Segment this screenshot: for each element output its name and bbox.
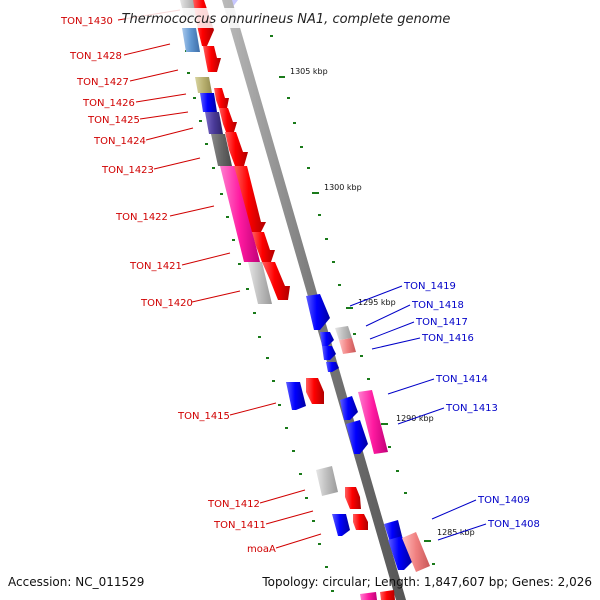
gene-block [335, 326, 352, 340]
gene-block [200, 93, 217, 112]
gene-label-ton-1420: TON_1420 [140, 298, 193, 309]
gene-label-ton-1415: TON_1415 [177, 411, 230, 422]
gene-block [195, 77, 212, 93]
gene-arrow [225, 132, 248, 166]
gene-arrow [340, 396, 358, 420]
gene-label-ton-1412: TON_1412 [207, 499, 260, 510]
gene-label-moaa: moaA [247, 544, 276, 555]
gene-label-ton-1427: TON_1427 [76, 77, 129, 88]
gene-label-ton-1413: TON_1413 [445, 403, 498, 414]
gene-features-forward [286, 294, 412, 570]
ruler-ticks [185, 35, 435, 592]
gene-block [402, 532, 430, 572]
gene-block [339, 338, 356, 354]
genome-summary: Topology: circular; Length: 1,847,607 bp… [261, 575, 592, 589]
gene-label-ton-1425: TON_1425 [87, 115, 140, 126]
gene-arrow [219, 108, 237, 132]
gene-arrow [345, 487, 361, 509]
gene-label-ton-1426: TON_1426 [82, 98, 135, 109]
label-leaders-reverse [117, 9, 322, 549]
gene-block [220, 166, 260, 262]
gene-arrow [252, 232, 275, 262]
gene-arrow [353, 514, 368, 530]
gene-features-other [316, 326, 430, 600]
gene-label-ton-1409: TON_1409 [477, 495, 530, 506]
kbp-tick-1300: 1300 kbp [324, 183, 362, 192]
gene-arrow [306, 378, 324, 404]
gene-arrow [320, 332, 334, 346]
kbp-tick-1295: 1295 kbp [358, 298, 396, 307]
gene-label-ton-1422: TON_1422 [115, 212, 168, 223]
gene-arrow [322, 346, 336, 360]
gene-block [358, 390, 388, 454]
gene-label-ton-1424: TON_1424 [93, 136, 146, 147]
map-title: Thermococcus onnurineus NA1, complete ge… [122, 12, 451, 27]
gene-block [205, 112, 223, 134]
gene-arrow [286, 382, 306, 410]
gene-arrow [214, 88, 229, 108]
gene-features-inner [180, 0, 272, 304]
gene-label-ton-1430: TON_1430 [60, 16, 113, 27]
gene-arrow [262, 262, 290, 300]
kbp-tick-1285: 1285 kbp [437, 528, 475, 537]
gene-label-ton-1414: TON_1414 [435, 374, 488, 385]
gene-label-ton-1428: TON_1428 [69, 51, 122, 62]
gene-label-ton-1419: TON_1419 [403, 281, 456, 292]
gene-arrow [306, 294, 330, 330]
gene-block [360, 592, 377, 600]
gene-label-ton-1417: TON_1417 [415, 317, 468, 328]
gene-arrow [234, 166, 266, 232]
title-backdrop [126, 8, 448, 28]
kbp-tick-1305: 1305 kbp [290, 67, 328, 76]
gene-label-ton-1411: TON_1411 [213, 520, 266, 531]
gene-arrow [346, 420, 368, 454]
gene-label-ton-1423: TON_1423 [101, 165, 154, 176]
gene-block [211, 134, 232, 166]
gene-arrow [326, 362, 339, 372]
gene-label-ton-1408: TON_1408 [487, 519, 540, 530]
gene-label-ton-1416: TON_1416 [421, 333, 474, 344]
gene-arrow [384, 520, 402, 542]
gene-block [316, 466, 338, 496]
gene-arrow [388, 536, 412, 570]
gene-block [248, 262, 272, 304]
accession-text: Accession: NC_011529 [8, 575, 144, 589]
label-leaders-forward [349, 285, 487, 541]
gene-label-ton-1418: TON_1418 [411, 300, 464, 311]
gene-arrow [332, 514, 350, 536]
gene-arrow [203, 46, 221, 72]
gene-block [182, 28, 200, 52]
gene-features-reverse [193, 0, 368, 530]
gene-block [380, 590, 395, 600]
gene-label-ton-1421: TON_1421 [129, 261, 182, 272]
